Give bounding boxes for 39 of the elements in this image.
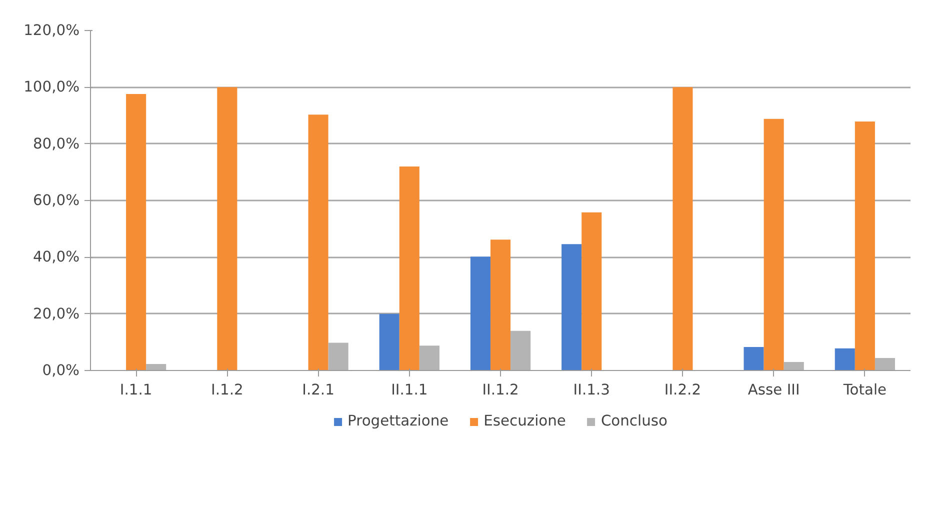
- bar: [399, 166, 420, 370]
- bar: [510, 330, 531, 370]
- bar: [146, 364, 166, 370]
- bar: [419, 346, 440, 370]
- x-tick-label: I.2.1: [302, 382, 334, 398]
- x-tick-label: I.1.2: [211, 382, 244, 398]
- bar: [744, 346, 764, 370]
- bar: [672, 87, 693, 370]
- y-tick-label: 40,0%: [32, 248, 80, 266]
- bar: [470, 256, 490, 370]
- y-tick-label: 80,0%: [32, 135, 80, 152]
- x-tick-label: I.1.1: [120, 382, 152, 398]
- bar: [764, 118, 784, 370]
- y-tick-label: 120,0%: [24, 22, 80, 39]
- x-tick-label: II.2.2: [664, 382, 702, 398]
- bar: [784, 362, 804, 370]
- bar: [834, 348, 855, 370]
- legend-label: Concluso: [600, 412, 668, 430]
- bar: [379, 314, 400, 370]
- bar: [854, 121, 875, 370]
- bar: [874, 358, 896, 370]
- y-tick-label: 60,0%: [32, 192, 80, 209]
- x-tick-label: II.1.3: [573, 382, 610, 398]
- bar: [126, 94, 146, 370]
- legend-label: Esecuzione: [484, 412, 566, 430]
- bar: [217, 87, 238, 370]
- y-tick-label: 100,0%: [24, 78, 80, 96]
- x-tick-label: Asse III: [748, 382, 800, 398]
- x-tick-label: Totale: [842, 382, 887, 398]
- bar: [308, 114, 328, 370]
- bar: [490, 240, 511, 370]
- bar: [562, 244, 582, 370]
- x-tick-label: II.1.2: [482, 382, 519, 398]
- legend-label: Progettazione: [348, 412, 449, 430]
- bar: [328, 342, 348, 370]
- bar: [582, 212, 602, 370]
- x-tick-label: II.1.1: [391, 382, 428, 398]
- y-tick-label: 20,0%: [32, 305, 80, 322]
- y-tick-label: 0,0%: [42, 362, 80, 379]
